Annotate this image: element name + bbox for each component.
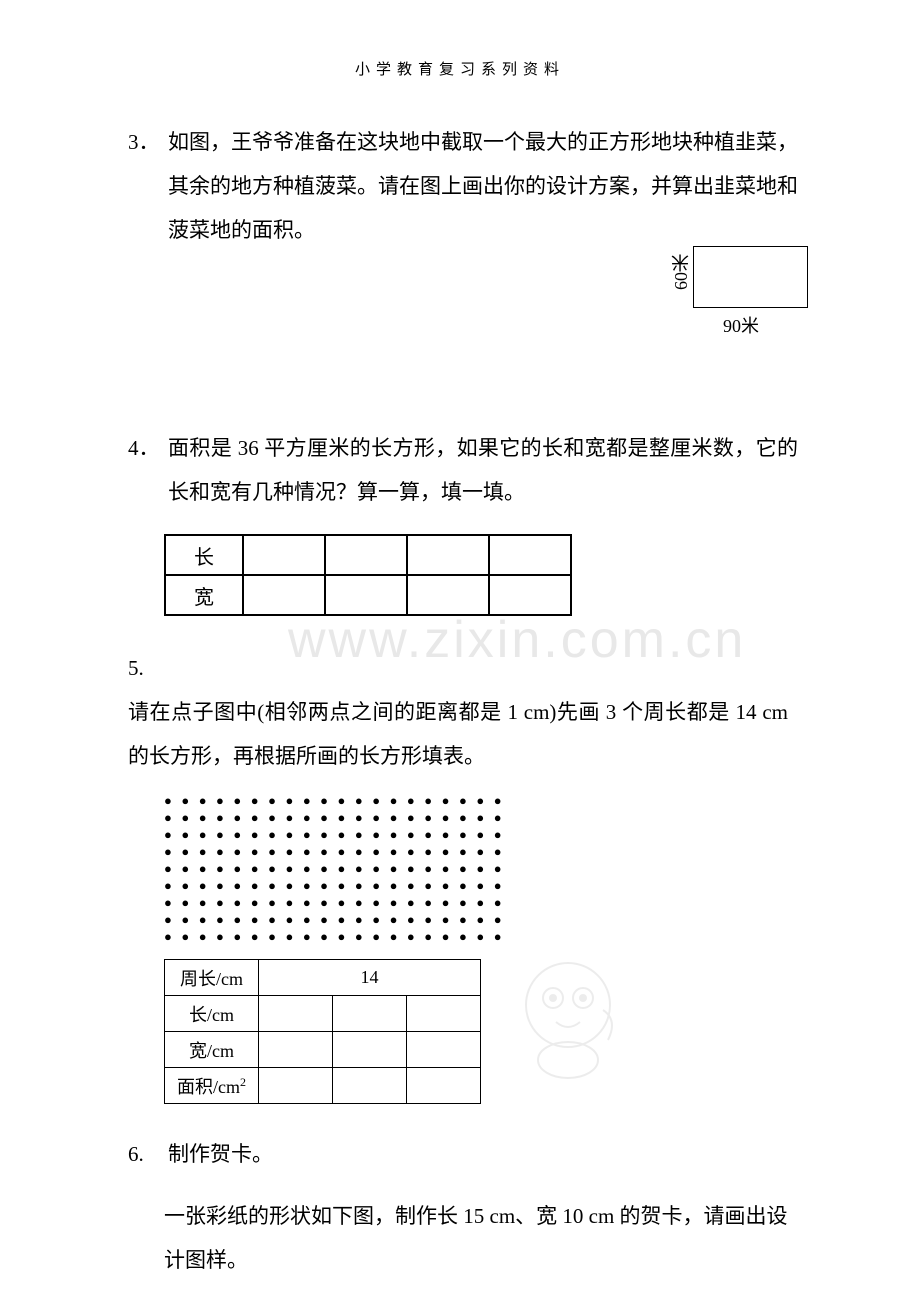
- q3-height-label: 60米: [668, 254, 694, 290]
- dot-row: ●●●●●●●●●●●●●●●●●●●●: [164, 860, 808, 877]
- dot-row: ●●●●●●●●●●●●●●●●●●●●: [164, 911, 808, 928]
- dot-row: ●●●●●●●●●●●●●●●●●●●●: [164, 826, 808, 843]
- q5-cell: 14: [259, 960, 481, 996]
- dot-row: ●●●●●●●●●●●●●●●●●●●●: [164, 928, 808, 945]
- mascot-watermark-icon: [508, 950, 628, 1080]
- q3-figure: 60米 90米: [638, 246, 808, 326]
- q5-cell: [407, 1032, 481, 1068]
- q5-perimeter-label: 周长/cm: [165, 960, 259, 996]
- dot-row: ●●●●●●●●●●●●●●●●●●●●: [164, 894, 808, 911]
- q5-cell: [259, 996, 333, 1032]
- q5-cell: [407, 996, 481, 1032]
- q4-number: 4．: [128, 426, 164, 470]
- table-row: 宽/cm: [165, 1032, 481, 1068]
- q4-cell: [489, 535, 571, 575]
- q4-row-length-label: 长: [165, 535, 243, 575]
- q4-cell: [325, 535, 407, 575]
- dot-row: ●●●●●●●●●●●●●●●●●●●●: [164, 877, 808, 894]
- q5-cell: [259, 1068, 333, 1104]
- q5-width-label: 宽/cm: [165, 1032, 259, 1068]
- q4-table: 长 宽: [164, 534, 572, 616]
- dot-row: ●●●●●●●●●●●●●●●●●●●●: [164, 792, 808, 809]
- question-5: 5. 请在点子图中(相邻两点之间的距离都是 1 cm)先画 3 个周长都是 14…: [128, 646, 808, 1104]
- q4-cell: [325, 575, 407, 615]
- q5-cell: [333, 996, 407, 1032]
- q4-text: 面积是 36 平方厘米的长方形，如果它的长和宽都是整厘米数，它的长和宽有几种情况…: [168, 426, 798, 514]
- q6-number: 6.: [128, 1132, 164, 1176]
- q3-rectangle: [693, 246, 808, 308]
- q3-text: 如图，王爷爷准备在这块地中截取一个最大的正方形地块种植韭菜，其余的地方种植菠菜。…: [168, 120, 798, 252]
- q4-cell: [243, 575, 325, 615]
- q5-area-label: 面积/cm2: [165, 1068, 259, 1104]
- q6-title: 制作贺卡。: [168, 1132, 798, 1176]
- q5-cell: [333, 1068, 407, 1104]
- q5-text: 请在点子图中(相邻两点之间的距离都是 1 cm)先画 3 个周长都是 14 cm…: [128, 690, 788, 778]
- page-header: 小学教育复习系列资料: [0, 58, 920, 79]
- question-4: 4． 面积是 36 平方厘米的长方形，如果它的长和宽都是整厘米数，它的长和宽有几…: [128, 426, 808, 616]
- dot-row: ●●●●●●●●●●●●●●●●●●●●: [164, 809, 808, 826]
- table-row: 长: [165, 535, 571, 575]
- q5-cell: [333, 1032, 407, 1068]
- q5-table: 周长/cm 14 长/cm 宽/cm 面积/cm2: [164, 959, 481, 1104]
- q5-number: 5.: [128, 646, 164, 690]
- question-6: 6. 制作贺卡。 一张彩纸的形状如下图，制作长 15 cm、宽 10 cm 的贺…: [128, 1132, 808, 1282]
- q4-cell: [407, 535, 489, 575]
- q5-cell: [407, 1068, 481, 1104]
- q3-number: 3．: [128, 120, 164, 164]
- table-row: 长/cm: [165, 996, 481, 1032]
- dot-row: ●●●●●●●●●●●●●●●●●●●●: [164, 843, 808, 860]
- table-row: 面积/cm2: [165, 1068, 481, 1104]
- table-row: 周长/cm 14: [165, 960, 481, 996]
- content-area: 3． 如图，王爷爷准备在这块地中截取一个最大的正方形地块种植韭菜，其余的地方种植…: [128, 120, 808, 1308]
- q4-cell: [489, 575, 571, 615]
- q4-row-width-label: 宽: [165, 575, 243, 615]
- q3-width-label: 90米: [723, 312, 759, 338]
- q4-cell: [407, 575, 489, 615]
- question-3: 3． 如图，王爷爷准备在这块地中截取一个最大的正方形地块种植韭菜，其余的地方种植…: [128, 120, 808, 400]
- q5-cell: [259, 1032, 333, 1068]
- q5-dot-grid: ●●●●●●●●●●●●●●●●●●●● ●●●●●●●●●●●●●●●●●●●…: [164, 792, 808, 945]
- table-row: 宽: [165, 575, 571, 615]
- q4-cell: [243, 535, 325, 575]
- q6-text: 一张彩纸的形状如下图，制作长 15 cm、宽 10 cm 的贺卡，请画出设计图样…: [164, 1194, 794, 1282]
- q5-length-label: 长/cm: [165, 996, 259, 1032]
